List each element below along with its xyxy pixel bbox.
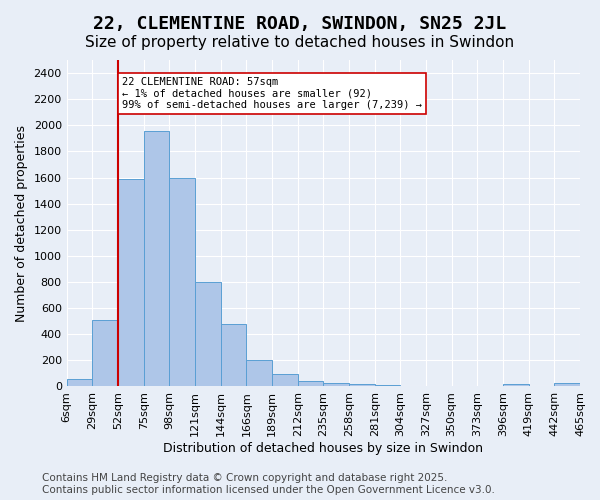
Bar — [272, 374, 298, 386]
Bar — [118, 179, 143, 386]
Y-axis label: Number of detached properties: Number of detached properties — [15, 124, 28, 322]
X-axis label: Distribution of detached houses by size in Swindon: Distribution of detached houses by size … — [163, 442, 484, 455]
Bar — [92, 320, 118, 386]
Bar — [143, 130, 169, 386]
Bar — [554, 382, 580, 386]
Text: 22 CLEMENTINE ROAD: 57sqm
← 1% of detached houses are smaller (92)
99% of semi-d: 22 CLEMENTINE ROAD: 57sqm ← 1% of detach… — [122, 77, 422, 110]
Text: 22, CLEMENTINE ROAD, SWINDON, SN25 2JL: 22, CLEMENTINE ROAD, SWINDON, SN25 2JL — [94, 15, 506, 33]
Bar — [298, 380, 323, 386]
Bar — [169, 178, 195, 386]
Bar — [221, 324, 247, 386]
Bar — [67, 380, 92, 386]
Bar — [503, 384, 529, 386]
Bar — [323, 382, 349, 386]
Text: Contains HM Land Registry data © Crown copyright and database right 2025.
Contai: Contains HM Land Registry data © Crown c… — [42, 474, 495, 495]
Bar — [195, 282, 221, 387]
Text: Size of property relative to detached houses in Swindon: Size of property relative to detached ho… — [85, 35, 515, 50]
Bar — [349, 384, 374, 386]
Bar — [247, 360, 272, 386]
Bar — [374, 385, 400, 386]
